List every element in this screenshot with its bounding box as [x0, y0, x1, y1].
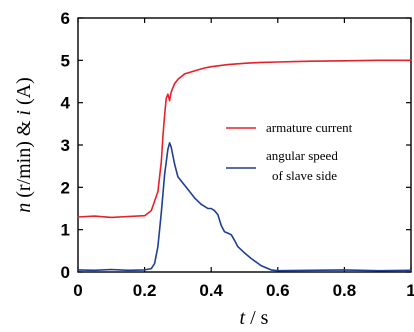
y-tick-label: 5: [61, 51, 70, 70]
x-axis-title: t / s: [240, 307, 269, 329]
y-tick-label: 3: [61, 136, 70, 155]
plot-frame: [77, 17, 412, 273]
data-point: [343, 60, 345, 62]
data-point: [230, 234, 232, 236]
data-point: [157, 190, 159, 193]
data-point: [227, 232, 229, 234]
data-point: [410, 269, 412, 271]
legend: armature current angular speed of slave …: [226, 120, 353, 183]
x-axis-var: t: [240, 307, 246, 329]
data-point: [144, 269, 146, 271]
series-line-armature-current: [77, 59, 411, 219]
x-tick-label: 0.4: [199, 281, 223, 300]
x-axis-unit: / s: [245, 307, 269, 329]
data-point: [168, 142, 171, 144]
y-axis-var-i: i: [13, 110, 35, 116]
data-point: [150, 268, 152, 270]
data-point: [210, 207, 212, 210]
data-point: [193, 70, 196, 72]
data-point: [177, 176, 179, 178]
data-point: [167, 148, 169, 150]
data-point: [203, 67, 206, 69]
data-point: [213, 210, 216, 212]
data-point: [377, 59, 379, 61]
data-point: [168, 99, 171, 102]
y-axis-title: n (r/min) & i (A): [13, 77, 35, 213]
data-point: [183, 73, 186, 75]
data-point: [343, 269, 345, 271]
data-point: [233, 239, 236, 241]
data-point: [310, 60, 312, 62]
data-point: [153, 262, 156, 265]
y-axis-unit-i: (A): [13, 77, 35, 110]
plot-area: [77, 17, 412, 273]
legend-label-armature-current: armature current: [266, 120, 353, 135]
data-point: [150, 210, 152, 212]
series-line-angular-speed: [77, 142, 412, 272]
data-point: [207, 207, 209, 210]
data-point: [217, 214, 219, 216]
data-point: [170, 91, 172, 93]
data-point: [277, 61, 279, 63]
data-point: [410, 59, 412, 61]
data-point: [260, 61, 262, 64]
data-point: [173, 83, 176, 85]
data-point: [77, 216, 79, 218]
x-tick-label: 1: [406, 281, 414, 300]
data-point: [210, 66, 212, 68]
data-point: [277, 270, 279, 272]
legend-label-slave-side: of slave side: [272, 168, 337, 183]
x-tick-label: 0.2: [133, 281, 157, 300]
y-tick-label: 4: [61, 94, 71, 113]
data-point: [243, 62, 246, 64]
y-tick-label: 2: [61, 178, 70, 197]
data-point: [127, 215, 129, 218]
data-point: [127, 269, 129, 271]
data-point: [377, 270, 379, 272]
data-point: [94, 215, 96, 217]
series-lines: [77, 59, 412, 272]
y-tick-label: 1: [61, 221, 70, 240]
data-point: [200, 203, 202, 205]
data-point: [193, 197, 196, 199]
data-point: [177, 78, 179, 80]
data-point: [167, 93, 169, 95]
data-point: [243, 252, 246, 254]
data-point: [260, 265, 262, 267]
data-point: [77, 269, 79, 271]
data-point: [162, 135, 164, 138]
y-axis-var-n: n: [13, 203, 35, 213]
x-tick-label: 0.6: [266, 281, 290, 300]
x-tick-label: 0: [73, 281, 82, 300]
data-point: [227, 63, 229, 66]
x-tick-label: 0.8: [333, 281, 357, 300]
data-point: [187, 188, 189, 191]
data-point: [110, 268, 112, 271]
data-point: [220, 224, 222, 227]
data-point: [94, 269, 96, 271]
axis-ticks: 0 0.2 0.4 0.6 0.8 1 0 1 2 3 4 5 6: [61, 9, 414, 300]
data-point: [293, 61, 296, 63]
data-point: [250, 257, 252, 260]
y-tick-label: 6: [61, 9, 70, 28]
data-point: [163, 114, 166, 116]
data-point: [173, 163, 176, 165]
data-point: [270, 269, 272, 271]
legend-label-angular-speed: angular speed: [266, 148, 338, 163]
data-point: [170, 146, 172, 148]
data-point: [144, 215, 146, 217]
y-tick-label: 0: [61, 263, 70, 282]
data-point: [165, 97, 167, 100]
data-point: [160, 161, 162, 163]
data-point: [237, 246, 239, 248]
y-axis-unit-n: (r/min) &: [13, 116, 35, 203]
data-point: [160, 212, 162, 214]
data-point: [310, 269, 312, 271]
data-point: [163, 174, 166, 176]
data-point: [157, 246, 159, 248]
data-point: [110, 216, 112, 218]
data-point: [223, 231, 226, 233]
data-point: [180, 180, 182, 182]
